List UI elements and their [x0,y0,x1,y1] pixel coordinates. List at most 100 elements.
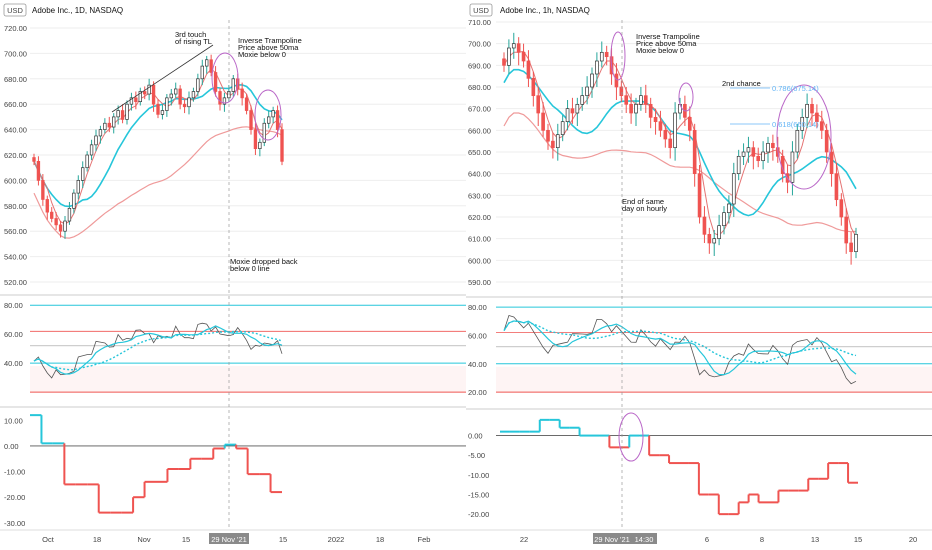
candle [795,129,800,153]
candle [756,155,761,162]
price-tick-label: 690.00 [468,61,491,70]
candle [844,216,849,244]
currency-button[interactable] [3,3,27,17]
candle [824,129,829,153]
candle [275,110,280,130]
candle [516,43,521,53]
candle [72,192,76,209]
candle [599,51,604,62]
candle [244,97,249,111]
x-cursor-tag [209,533,249,544]
candle [240,88,244,99]
annotation-b1: Inverse Trampoline [636,32,700,41]
candle [129,97,134,105]
x-tick-label: 2022 [328,535,345,544]
x-tick-label: Nov [137,535,151,544]
candle [280,129,284,162]
moxie-tick-label: -10.00 [468,471,489,480]
price-tick-label: 700.00 [4,49,27,58]
candle [604,51,609,58]
moxie-tick-label: -5.00 [468,451,485,460]
candle [36,161,41,181]
chart-svg: 720.00 700.00 680.00 660.00 640.00 620.00 600.… [0,3,466,544]
osc-signal-line [33,325,283,375]
x-tick-label: 18 [376,535,384,544]
candle [76,180,80,194]
currency-label: USD [473,6,489,15]
candle [94,135,98,146]
candle [790,151,795,183]
price-tick-label: 590.00 [468,278,491,287]
x-tick-label: 15 [854,535,862,544]
candle [134,97,138,103]
annotation-b2: Price above 50ma [636,39,697,48]
chart-title: Adobe Inc., 1D, NASDAQ [32,6,123,15]
candle [746,147,751,153]
candle [178,88,182,105]
moxie-tick-label: 0.00 [468,432,483,441]
fib-level-label: 0.618(660.14) [772,120,819,129]
candle [692,129,697,175]
candle [151,84,156,105]
candle [751,147,756,157]
candle [736,155,741,175]
x-tick-label: Oct [42,535,55,544]
candle [722,212,726,227]
candle [526,60,531,79]
candle [160,110,165,115]
candle [116,110,120,118]
candle [262,122,266,143]
osc-fast-line [503,315,857,385]
candle [624,95,629,105]
price-tick-label: 660.00 [4,100,27,109]
price-tick-label: 650.00 [468,148,491,157]
ma-200-line [33,126,283,239]
price-tick-label: 620.00 [4,151,27,160]
price-tick-label: 710.00 [468,18,491,27]
annotation-b3: Moxie below 0 [636,46,684,55]
x-cursor-label: 14:30 [635,535,654,544]
candle [585,86,589,97]
candle [707,233,712,244]
moxie-tick-label: 10.00 [4,416,23,425]
candle [249,110,253,130]
x-tick-label: 15 [182,535,190,544]
candle [766,142,770,153]
price-tick-label: 680.00 [4,75,27,84]
osc-tick-label: 80.00 [468,303,487,312]
osc-band [30,366,466,393]
candle [643,95,648,105]
currency-button[interactable] [469,3,493,17]
candle [147,84,151,95]
osc-slow-line [503,320,857,364]
price-tick-label: 670.00 [468,105,491,114]
moxie-tick-label: 0.00 [4,442,19,451]
price-tick-label: 560.00 [4,227,27,236]
annotation-a3: Inverse Trampoline [238,36,302,45]
currency-label: USD [7,6,23,15]
highlight-ellipse [618,412,644,462]
candle [590,73,594,88]
candle [849,242,853,253]
trend-line [111,44,214,113]
ma-50-line [503,68,857,217]
candle [63,220,67,232]
candle [205,59,209,67]
candle [663,129,668,140]
candle [98,129,103,137]
price-tick-label: 700.00 [468,40,491,49]
candle [717,225,721,240]
candle [191,91,196,99]
x-tick-label: Feb [418,535,431,544]
osc-slow-line [33,330,283,371]
candle [658,121,663,131]
osc-tick-label: 60.00 [468,331,487,340]
candle [854,233,858,253]
osc-tick-label: 20.00 [468,388,487,397]
annotation-b5: End of same [622,197,664,206]
price-tick-label: 660.00 [468,126,491,135]
x-tick-label: 18 [93,535,101,544]
price-tick-label: 680.00 [468,83,491,92]
annotation-a1: 3rd touch [175,30,206,39]
